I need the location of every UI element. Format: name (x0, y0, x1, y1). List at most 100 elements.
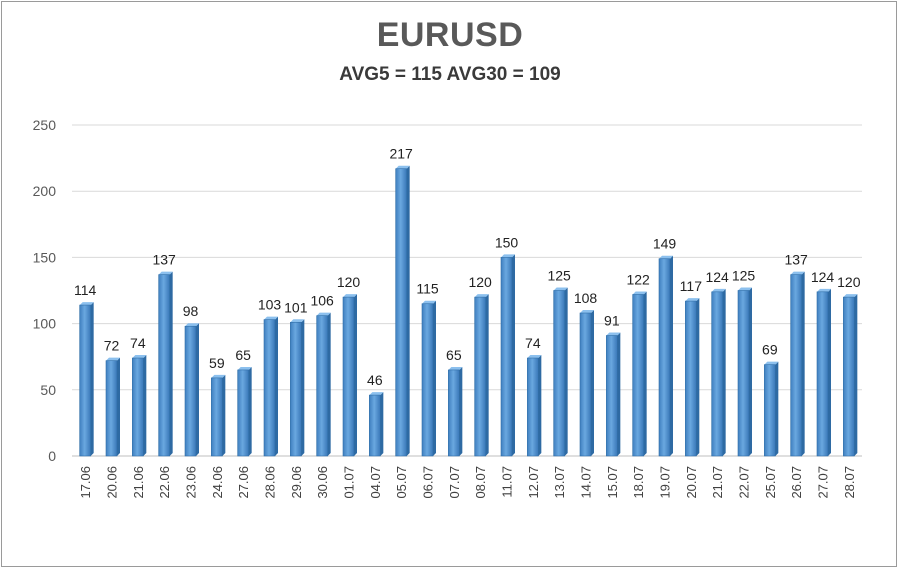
bar-side (670, 255, 673, 456)
bar-top (343, 294, 357, 298)
data-label: 125 (732, 268, 756, 284)
data-label: 122 (626, 271, 650, 287)
gridlines (72, 124, 862, 457)
data-label: 124 (705, 269, 729, 285)
bar-side (196, 323, 199, 456)
y-tick-label: 100 (33, 316, 57, 332)
x-tick-label: 07.07 (447, 466, 462, 499)
data-label: 69 (762, 342, 778, 358)
bar-side (169, 271, 173, 456)
bar (843, 296, 855, 457)
bar-side (828, 288, 831, 456)
x-tick-label: 24.06 (210, 466, 225, 499)
x-tick-label: 14.07 (579, 466, 594, 499)
x-tick-label: 28.07 (842, 466, 857, 499)
bar-side (485, 294, 489, 456)
data-label: 98 (183, 303, 199, 319)
x-tick-label: 23.06 (184, 466, 199, 499)
data-label: 114 (74, 282, 97, 298)
bar (342, 296, 355, 457)
x-tick-label: 17.06 (78, 466, 93, 499)
data-label: 125 (547, 268, 571, 284)
bar (184, 325, 197, 457)
bar (448, 369, 460, 457)
x-tick-label: 05.07 (394, 466, 409, 499)
data-label: 115 (416, 281, 439, 297)
bar-side (775, 361, 779, 456)
bar (263, 319, 276, 457)
bar-side (512, 254, 515, 456)
bar (237, 369, 249, 457)
bars (79, 165, 858, 457)
bar-side (354, 294, 357, 456)
x-tick-label: 12.07 (526, 466, 541, 499)
x-tick-label: 19.07 (658, 466, 673, 499)
data-label: 65 (235, 347, 251, 363)
x-tick-label: 30.06 (315, 466, 330, 499)
bar (658, 258, 671, 457)
bar-top (553, 287, 568, 291)
bar-top (843, 294, 858, 298)
y-tick-label: 200 (33, 183, 57, 199)
y-tick-label: 0 (48, 448, 56, 464)
bar (79, 304, 91, 457)
bar (685, 300, 697, 457)
bar-side (643, 291, 647, 456)
bar-side (854, 294, 858, 456)
bar (369, 394, 381, 457)
x-tick-label: 18.07 (631, 466, 646, 499)
bar-top (316, 312, 331, 316)
bar-top (290, 319, 305, 323)
bar-top (185, 323, 199, 327)
bar-top (685, 298, 700, 302)
data-label: 137 (784, 252, 808, 268)
bar (132, 357, 144, 457)
x-tick-label: 15.07 (605, 466, 620, 499)
y-tick-label: 50 (40, 382, 56, 398)
bar (711, 291, 723, 457)
bar-side (90, 302, 94, 456)
x-tick-label: 25.07 (763, 466, 778, 499)
x-tick-label: 08.07 (473, 466, 488, 499)
data-label: 74 (525, 335, 541, 351)
x-tick-label: 29.06 (289, 466, 304, 499)
bar (606, 335, 618, 457)
bar-side (538, 355, 542, 456)
data-label: 117 (680, 278, 703, 294)
y-axis: 0 50 100 150 200 250 (33, 117, 57, 464)
bar-top (606, 332, 621, 336)
data-label: 108 (574, 290, 598, 306)
bar-side (591, 310, 594, 456)
data-label: 74 (130, 335, 146, 351)
bar-top (237, 366, 252, 370)
x-tick-label: 22.07 (737, 466, 752, 499)
data-label: 72 (104, 338, 120, 354)
bar (527, 357, 539, 457)
data-label: 137 (152, 252, 176, 268)
bar-top (448, 366, 463, 370)
y-tick-label: 250 (33, 117, 57, 133)
chart-subtitle: AVG5 = 115 AVG30 = 109 (339, 64, 561, 85)
bar-side (143, 355, 147, 456)
bar-side (222, 374, 226, 456)
bar-side (459, 366, 463, 456)
bar (790, 274, 802, 457)
bar (553, 290, 565, 457)
bar-top (395, 165, 410, 169)
data-label: 124 (811, 269, 835, 285)
x-tick-label: 27.06 (236, 466, 251, 499)
bar (816, 291, 829, 457)
bar-top (738, 287, 752, 291)
bar-top (659, 255, 673, 259)
bar (211, 377, 223, 457)
bar-side (801, 271, 805, 456)
x-tick-label: 22.06 (157, 466, 172, 499)
x-tick-label: 11.07 (500, 466, 515, 498)
bar-top (369, 392, 384, 396)
bar (290, 321, 302, 457)
bar-side (406, 165, 410, 456)
data-label: 59 (209, 355, 225, 371)
